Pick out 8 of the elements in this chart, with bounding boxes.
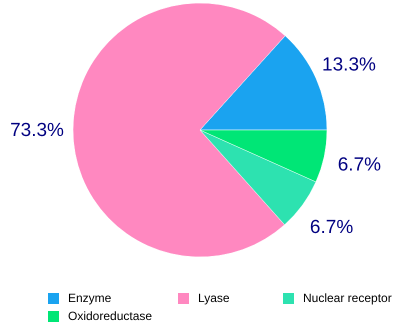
legend-label: Enzyme [68, 291, 112, 306]
legend-label: Oxidoreductase [68, 309, 152, 324]
legend-label: Lyase [198, 291, 230, 306]
data-label: 13.3% [322, 54, 376, 76]
data-label: 73.3% [10, 120, 64, 142]
legend-label: Nuclear receptor [303, 291, 392, 306]
data-label: 6.7% [338, 154, 382, 176]
data-label: 6.7% [310, 216, 354, 238]
